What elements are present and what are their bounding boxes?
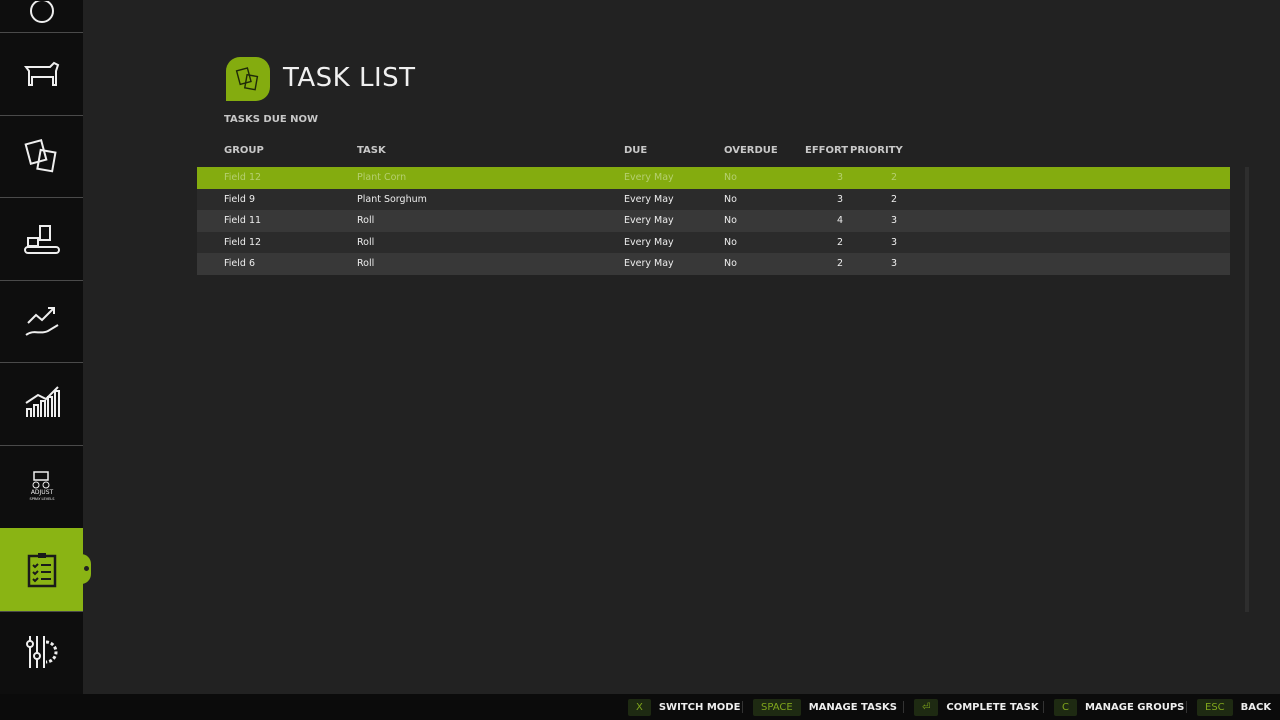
- scrollbar[interactable]: [1245, 167, 1249, 612]
- hint-label: MANAGE GROUPS: [1084, 701, 1185, 713]
- sidebar-item-statistics[interactable]: [0, 362, 83, 443]
- table-row[interactable]: Field 11 Roll Every May No 4 3: [197, 210, 1230, 232]
- enter-key-icon: ⏎: [914, 698, 939, 716]
- svg-text:SPRAY LEVELS: SPRAY LEVELS: [29, 497, 55, 501]
- sidebar-item-task-list[interactable]: [0, 528, 91, 611]
- cell-group: Field 11: [224, 215, 262, 226]
- cell-task: Roll: [357, 236, 375, 248]
- column-header-due: DUE: [624, 145, 648, 156]
- page-title: TASK LIST: [283, 63, 416, 93]
- cell-effort: 3: [836, 193, 843, 205]
- cell-overdue: No: [724, 236, 737, 248]
- column-header-group: GROUP: [224, 145, 264, 156]
- key-esc: ESC: [1197, 698, 1233, 716]
- key-space: SPACE: [753, 698, 801, 716]
- key-c: C: [1054, 698, 1077, 716]
- hint-label: COMPLETE TASK: [946, 701, 1039, 713]
- cell-due: Every May: [624, 172, 674, 183]
- cell-group: Field 12: [224, 236, 262, 248]
- section-subtitle: TASKS DUE NOW: [224, 114, 319, 125]
- hint-label: SWITCH MODE: [658, 701, 741, 713]
- cell-due: Every May: [624, 215, 674, 226]
- cell-due: Every May: [624, 193, 674, 205]
- hint-label: BACK: [1240, 701, 1272, 713]
- cell-due: Every May: [624, 236, 674, 248]
- bar-chart-icon: [24, 386, 60, 417]
- hint-label: MANAGE TASKS: [808, 701, 897, 713]
- sidebar-item-production[interactable]: [0, 197, 83, 278]
- cell-priority: 2: [890, 193, 897, 205]
- circle-icon: [29, 1, 54, 23]
- cell-priority: 3: [890, 236, 897, 248]
- divider: [742, 701, 743, 713]
- growth-hand-icon: [24, 307, 59, 336]
- table-row[interactable]: Field 12 Plant Corn Every May No 3 2: [197, 167, 1230, 189]
- cell-priority: 3: [890, 258, 897, 269]
- cell-group: Field 9: [224, 193, 255, 205]
- cell-effort: 3: [836, 172, 843, 183]
- hint-manage-groups[interactable]: C MANAGE GROUPS: [1054, 697, 1184, 717]
- column-header-effort: EFFORT: [805, 145, 849, 156]
- active-indicator: [81, 554, 91, 584]
- cell-priority: 2: [890, 172, 897, 183]
- table-row[interactable]: Field 6 Roll Every May No 2 3: [197, 253, 1230, 275]
- column-header-priority: PRIORITY: [850, 145, 903, 156]
- table-row[interactable]: Field 9 Plant Sorghum Every May No 3 2: [197, 188, 1230, 210]
- documents-icon: [23, 139, 57, 173]
- cell-priority: 3: [890, 215, 897, 226]
- column-header-task: TASK: [357, 145, 386, 156]
- cell-overdue: No: [724, 215, 737, 226]
- clipboard-checklist-icon: [27, 552, 56, 587]
- sidebar-item-finances[interactable]: [0, 280, 83, 361]
- sidebar-item-animals[interactable]: [0, 32, 83, 113]
- cell-task: Roll: [357, 258, 375, 269]
- cell-overdue: No: [724, 258, 737, 269]
- hint-switch-mode[interactable]: X SWITCH MODE: [628, 697, 740, 717]
- hint-complete-task[interactable]: ⏎ COMPLETE TASK: [914, 697, 1039, 717]
- task-list-logo: [226, 57, 270, 101]
- cell-group: Field 6: [224, 258, 255, 269]
- cell-task: Plant Sorghum: [357, 193, 427, 205]
- cow-icon: [23, 61, 59, 86]
- sidebar: ADJUST SPRAY LEVELS: [0, 0, 91, 694]
- cell-overdue: No: [724, 172, 737, 183]
- task-table: Field 12 Plant Corn Every May No 3 2 Field 9 Pl…: [197, 167, 1230, 275]
- svg-text:ADJUST: ADJUST: [30, 489, 53, 496]
- sidebar-item-contracts[interactable]: [0, 115, 83, 196]
- documents-icon: [235, 67, 259, 91]
- table-row[interactable]: Field 12 Roll Every May No 2 3: [197, 231, 1230, 253]
- cell-task: Plant Corn: [357, 172, 407, 183]
- sidebar-item-circle[interactable]: [0, 0, 83, 32]
- cell-group: Field 12: [224, 172, 262, 183]
- sidebar-item-adjust-spray-levels[interactable]: ADJUST SPRAY LEVELS: [0, 445, 83, 526]
- cell-overdue: No: [724, 193, 737, 205]
- footer-hints: X SWITCH MODE SPACE MANAGE TASKS ⏎ COMPLETE…: [0, 694, 1280, 720]
- hint-manage-tasks[interactable]: SPACE MANAGE TASKS: [753, 697, 897, 717]
- key-x: X: [628, 698, 651, 716]
- settings-sliders-icon: [25, 636, 57, 668]
- production-icon: [23, 225, 60, 254]
- divider: [903, 701, 904, 713]
- cell-due: Every May: [624, 258, 674, 269]
- cell-effort: 4: [836, 215, 843, 226]
- cell-effort: 2: [836, 236, 843, 248]
- hint-back[interactable]: ESC BACK: [1197, 697, 1271, 717]
- divider: [1186, 701, 1187, 713]
- cell-task: Roll: [357, 215, 375, 226]
- column-header-overdue: OVERDUE: [724, 145, 778, 156]
- sidebar-item-settings[interactable]: [0, 611, 83, 692]
- divider: [1043, 701, 1044, 713]
- cell-effort: 2: [836, 258, 843, 269]
